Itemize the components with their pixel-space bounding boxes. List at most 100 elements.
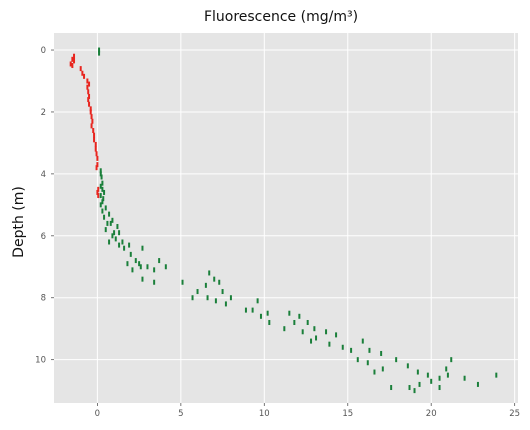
data-point bbox=[118, 230, 121, 236]
data-point bbox=[418, 381, 421, 387]
data-point bbox=[111, 233, 114, 239]
data-point bbox=[204, 282, 207, 288]
data-point bbox=[446, 372, 449, 378]
data-point bbox=[101, 180, 104, 186]
data-point bbox=[381, 366, 384, 372]
data-points bbox=[69, 47, 498, 394]
data-point bbox=[71, 63, 74, 69]
x-tick-label: 20 bbox=[426, 409, 437, 419]
data-point bbox=[138, 261, 141, 267]
y-tick-label: 6 bbox=[41, 232, 46, 242]
data-point bbox=[350, 347, 353, 353]
data-point bbox=[361, 338, 364, 344]
data-point bbox=[158, 258, 161, 264]
data-point bbox=[123, 245, 126, 251]
data-point bbox=[96, 162, 99, 168]
data-point bbox=[128, 242, 131, 248]
data-point bbox=[310, 338, 313, 344]
data-point bbox=[106, 220, 109, 226]
data-point bbox=[109, 220, 112, 226]
data-point bbox=[121, 239, 124, 245]
data-point bbox=[495, 372, 498, 378]
data-point bbox=[101, 186, 104, 192]
data-point bbox=[73, 58, 76, 64]
data-point bbox=[141, 276, 144, 282]
data-point bbox=[438, 375, 441, 381]
data-point bbox=[214, 298, 217, 304]
data-point bbox=[266, 310, 269, 316]
data-point bbox=[87, 97, 90, 103]
y-tick-label: 0 bbox=[41, 46, 46, 56]
data-point bbox=[103, 214, 106, 220]
y-tick-label: 10 bbox=[35, 356, 46, 366]
y-axis-label: Depth (m) bbox=[11, 186, 27, 258]
data-point bbox=[416, 369, 419, 375]
data-point bbox=[99, 183, 102, 189]
data-point bbox=[88, 93, 91, 99]
data-point bbox=[181, 279, 184, 285]
data-point bbox=[93, 132, 96, 138]
data-point bbox=[356, 357, 359, 363]
data-point bbox=[463, 375, 466, 381]
data-point bbox=[95, 165, 98, 171]
data-point bbox=[328, 341, 331, 347]
data-point bbox=[101, 208, 104, 214]
chart-title: Fluorescence (mg/m³) bbox=[204, 9, 358, 25]
data-point bbox=[113, 230, 116, 236]
data-point bbox=[89, 106, 92, 112]
data-point bbox=[146, 264, 149, 270]
data-point bbox=[196, 289, 199, 295]
data-point bbox=[79, 66, 82, 72]
data-point bbox=[91, 118, 94, 124]
data-point bbox=[408, 385, 411, 391]
data-point bbox=[101, 199, 104, 205]
data-point bbox=[129, 251, 132, 257]
data-point bbox=[104, 227, 107, 233]
data-point bbox=[224, 301, 227, 307]
data-point bbox=[395, 357, 398, 363]
data-point bbox=[102, 196, 105, 202]
data-point bbox=[99, 168, 102, 174]
x-tick-label: 5 bbox=[178, 409, 183, 419]
data-point bbox=[315, 335, 318, 341]
data-point bbox=[98, 50, 101, 56]
data-point bbox=[73, 53, 76, 59]
data-point bbox=[126, 261, 129, 267]
data-point bbox=[259, 313, 262, 319]
data-point bbox=[81, 70, 84, 76]
data-point bbox=[111, 217, 114, 223]
plot-area bbox=[54, 33, 518, 403]
data-point bbox=[213, 276, 216, 282]
data-point bbox=[208, 270, 211, 276]
data-point bbox=[86, 78, 89, 84]
data-point bbox=[229, 295, 232, 301]
data-point bbox=[366, 360, 369, 366]
data-point bbox=[335, 332, 338, 338]
data-point bbox=[426, 372, 429, 378]
data-point bbox=[97, 186, 100, 192]
data-point bbox=[114, 236, 117, 242]
data-point bbox=[94, 146, 97, 152]
x-ticks: 0 5 10 15 20 25 bbox=[95, 403, 520, 419]
data-point bbox=[325, 329, 328, 335]
data-point bbox=[413, 388, 416, 394]
data-point bbox=[218, 279, 221, 285]
data-point bbox=[221, 289, 224, 295]
data-point bbox=[288, 310, 291, 316]
data-point bbox=[118, 242, 121, 248]
data-point bbox=[430, 378, 433, 384]
data-point bbox=[406, 363, 409, 369]
data-point bbox=[94, 141, 97, 147]
data-point bbox=[368, 347, 371, 353]
data-point bbox=[88, 101, 91, 107]
data-point bbox=[244, 307, 247, 313]
data-point bbox=[99, 202, 102, 208]
data-point bbox=[103, 189, 106, 195]
data-point bbox=[134, 258, 137, 264]
y-tick-label: 8 bbox=[41, 294, 46, 304]
data-point bbox=[93, 137, 96, 143]
data-point bbox=[98, 47, 101, 53]
data-point bbox=[390, 385, 393, 391]
data-point bbox=[92, 128, 95, 134]
